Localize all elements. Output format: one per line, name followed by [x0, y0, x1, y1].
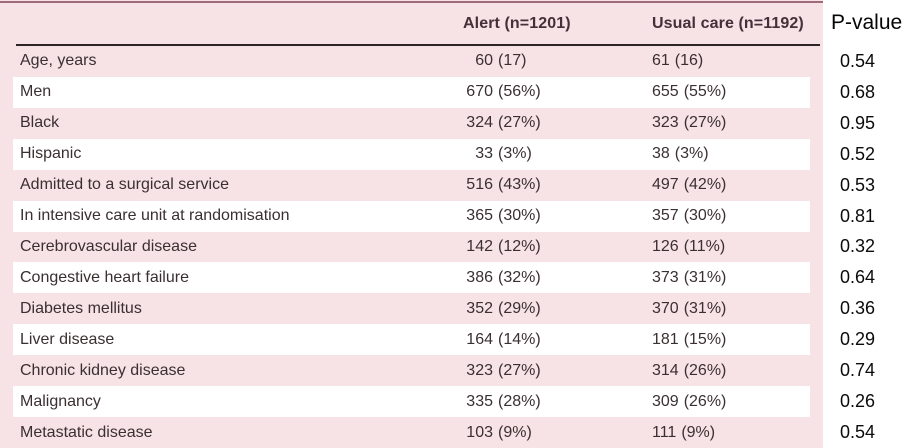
table-row: Black 324 (27%) 323 (27%) — [0, 108, 823, 139]
alert-value: 60 (17) — [475, 52, 527, 70]
table-row: Congestive heart failure 386 (32%) 373 (31… — [0, 262, 823, 294]
row-stripe — [13, 138, 810, 170]
row-label: Chronic kidney disease — [20, 361, 186, 379]
alert-value: 323 (27%) — [466, 361, 541, 379]
row-stripe — [13, 200, 810, 232]
pvalue-cell: 0.36 — [840, 298, 876, 319]
table-row: Age, years 60 (17) 61 (16) — [0, 46, 823, 77]
usual-care-value: 655 (55%) — [652, 83, 727, 101]
row-stripe — [13, 76, 810, 108]
pvalue-cell: 0.54 — [840, 50, 876, 71]
pvalue-cell: 0.53 — [840, 174, 876, 195]
pvalue-cell: 0.81 — [840, 205, 876, 226]
usual-care-value: 373 (31%) — [652, 268, 727, 286]
pvalue-column: 0.54 0.68 0.95 0.52 0.53 0.81 0.32 0.64 … — [831, 46, 912, 448]
pvalue-cell: 0.52 — [840, 143, 876, 164]
row-label: Liver disease — [20, 330, 115, 348]
row-label: Metastatic disease — [20, 423, 153, 441]
table-row: In intensive care unit at randomisation … — [0, 200, 823, 232]
usual-care-value: 126 (11%) — [652, 237, 726, 255]
alert-value: 386 (32%) — [466, 268, 541, 286]
row-label: Hispanic — [20, 145, 82, 163]
alert-value: 365 (30%) — [466, 207, 541, 225]
table-top-rule — [0, 1, 823, 3]
table-row: Chronic kidney disease 323 (27%) 314 (26%) — [0, 355, 823, 386]
row-stripe — [13, 386, 810, 418]
table-row: Malignancy 335 (28%) 309 (26%) — [0, 386, 823, 418]
usual-care-value: 314 (26%) — [652, 361, 727, 379]
row-label: Congestive heart failure — [20, 268, 189, 286]
alert-value: 516 (43%) — [466, 176, 541, 194]
row-stripe — [13, 262, 810, 294]
row-label: Age, years — [20, 52, 97, 70]
table-row: Men 670 (56%) 655 (55%) — [0, 76, 823, 108]
alert-value: 164 (14%) — [466, 330, 541, 348]
table-row: Hispanic 33 (3%) 38 (3%) — [0, 138, 823, 170]
usual-care-value: 61 (16) — [652, 52, 704, 70]
row-label: Diabetes mellitus — [20, 299, 142, 317]
table-row: Diabetes mellitus 352 (29%) 370 (31%) — [0, 293, 823, 324]
row-label: Admitted to a surgical service — [20, 176, 229, 194]
table-row: Metastatic disease 103 (9%) 111 (9%) — [0, 417, 823, 448]
alert-value: 142 (12%) — [466, 237, 541, 255]
usual-care-value: 309 (26%) — [652, 392, 727, 410]
usual-care-value: 323 (27%) — [652, 114, 727, 132]
usual-care-value: 181 (15%) — [652, 330, 727, 348]
header-underline-rule — [16, 44, 820, 46]
pvalue-cell: 0.64 — [840, 267, 876, 288]
usual-care-value: 497 (42%) — [652, 176, 727, 194]
table-row: Liver disease 164 (14%) 181 (15%) — [0, 324, 823, 356]
pvalue-cell: 0.68 — [840, 81, 876, 102]
alert-value: 670 (56%) — [466, 83, 541, 101]
table-row: Admitted to a surgical service 516 (43%) … — [0, 170, 823, 201]
row-stripe — [13, 324, 810, 356]
pvalue-cell: 0.26 — [840, 391, 876, 412]
table-row: Cerebrovascular disease 142 (12%) 126 (11%… — [0, 232, 823, 263]
pvalue-cell: 0.32 — [840, 236, 876, 257]
column-header-alert: Alert (n=1201) — [463, 14, 571, 32]
alert-value: 103 (9%) — [466, 423, 532, 441]
pvalue-cell: 0.95 — [840, 112, 876, 133]
row-label: Men — [20, 83, 52, 101]
alert-value: 352 (29%) — [466, 299, 541, 317]
usual-care-value: 370 (31%) — [652, 299, 727, 317]
usual-care-value: 357 (30%) — [652, 207, 727, 225]
pvalue-cell: 0.74 — [840, 360, 876, 381]
row-label: Malignancy — [20, 392, 101, 410]
pvalue-cell: 0.54 — [840, 422, 876, 443]
column-header-usual-care: Usual care (n=1192) — [652, 14, 804, 32]
pvalue-cell: 0.29 — [840, 329, 876, 350]
row-label: In intensive care unit at randomisation — [20, 207, 290, 225]
usual-care-value: 111 (9%) — [652, 423, 716, 441]
usual-care-value: 38 (3%) — [652, 145, 709, 163]
alert-value: 33 (3%) — [475, 145, 532, 163]
alert-value: 324 (27%) — [466, 114, 541, 132]
row-label: Black — [20, 114, 60, 132]
column-header-pvalue: P-value — [831, 10, 903, 34]
alert-value: 335 (28%) — [466, 392, 541, 410]
row-label: Cerebrovascular disease — [20, 237, 197, 255]
table-body: Age, years 60 (17) 61 (16) Men 670 (56%) 65… — [0, 46, 823, 448]
